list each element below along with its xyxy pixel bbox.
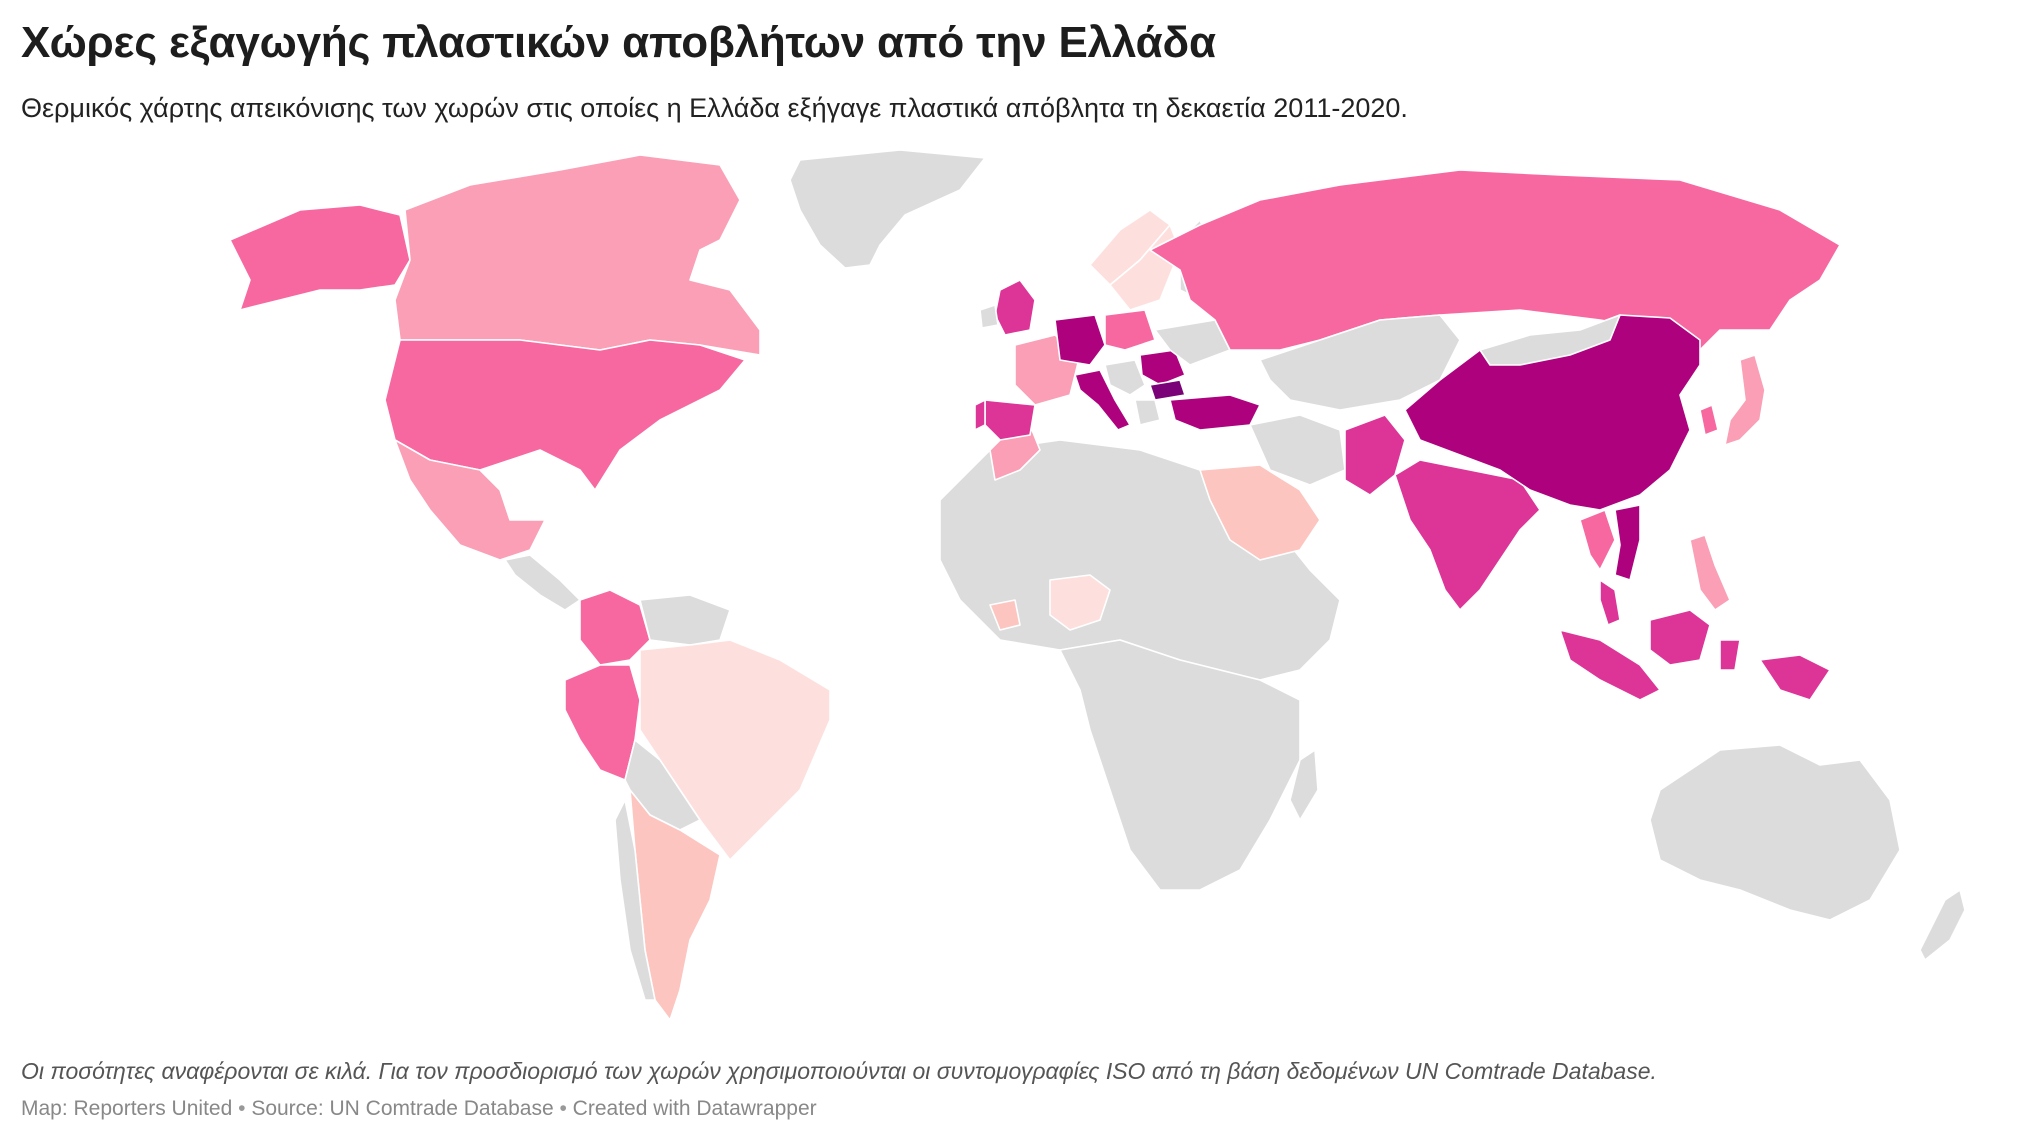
country-sulawesi[interactable] [1719,639,1741,671]
country-canada[interactable] [394,154,761,356]
country-ivory-coast[interactable] [989,599,1021,631]
country-south-korea[interactable] [1699,404,1719,436]
chart-byline: Map: Reporters United • Source: UN Comtr… [21,1097,817,1121]
country-philippines[interactable] [1689,534,1731,611]
world-heat-map [229,149,1966,1021]
country-pakistan[interactable] [1344,414,1406,496]
country-united-kingdom[interactable] [994,279,1036,336]
country-mexico[interactable] [394,439,546,561]
country-spain[interactable] [984,399,1036,441]
country-germany[interactable] [1054,314,1106,366]
country-japan[interactable] [1724,354,1766,446]
country-greece[interactable] [1134,399,1161,426]
country-australia[interactable] [1649,744,1901,921]
country-portugal[interactable] [974,399,986,431]
country-new-guinea[interactable] [1759,654,1831,701]
country-indonesia[interactable] [1559,629,1661,701]
country-alaska[interactable] [229,204,411,311]
chart-subtitle: Θερμικός χάρτης απεικόνισης των χωρών στ… [21,93,1408,123]
country-russia[interactable] [1149,169,1841,351]
country-africa-south[interactable] [1059,639,1301,891]
country-bulgaria[interactable] [1149,379,1186,401]
byline-map: Map: Reporters United [21,1097,233,1120]
byline-source: Source: UN Comtrade Database [251,1097,554,1120]
country-chile[interactable] [614,799,656,1001]
country-central-america[interactable] [504,554,581,611]
country-india[interactable] [1394,459,1541,611]
country-malaysia[interactable] [1599,579,1621,626]
byline-separator: • [559,1097,567,1120]
country-nigeria[interactable] [1049,574,1111,631]
country-borneo[interactable] [1649,609,1711,666]
chart-notes: Οι ποσότητες αναφέρονται σε κιλά. Για το… [21,1058,1657,1084]
country-new-zealand[interactable] [1919,889,1966,961]
country-brazil[interactable] [639,639,831,861]
country-balkans[interactable] [1104,359,1146,396]
byline-separator: • [238,1097,246,1120]
chart-title: Χώρες εξαγωγής πλαστικών αποβλήτων από τ… [21,18,1216,67]
country-greenland[interactable] [789,149,986,269]
country-madagascar[interactable] [1289,749,1319,821]
country-thailand[interactable] [1579,509,1616,571]
country-mongolia[interactable] [1479,314,1621,366]
country-poland[interactable] [1104,309,1156,351]
country-vietnam[interactable] [1614,504,1641,581]
country-romania[interactable] [1139,349,1186,386]
country-ukraine[interactable] [1154,319,1231,366]
country-turkey[interactable] [1169,394,1261,431]
byline-created: Created with Datawrapper [572,1097,817,1120]
country-venezuela[interactable] [639,594,731,646]
country-saudi-arabia[interactable] [1199,464,1321,561]
country-ireland[interactable] [979,304,999,329]
country-italy[interactable] [1074,369,1131,431]
